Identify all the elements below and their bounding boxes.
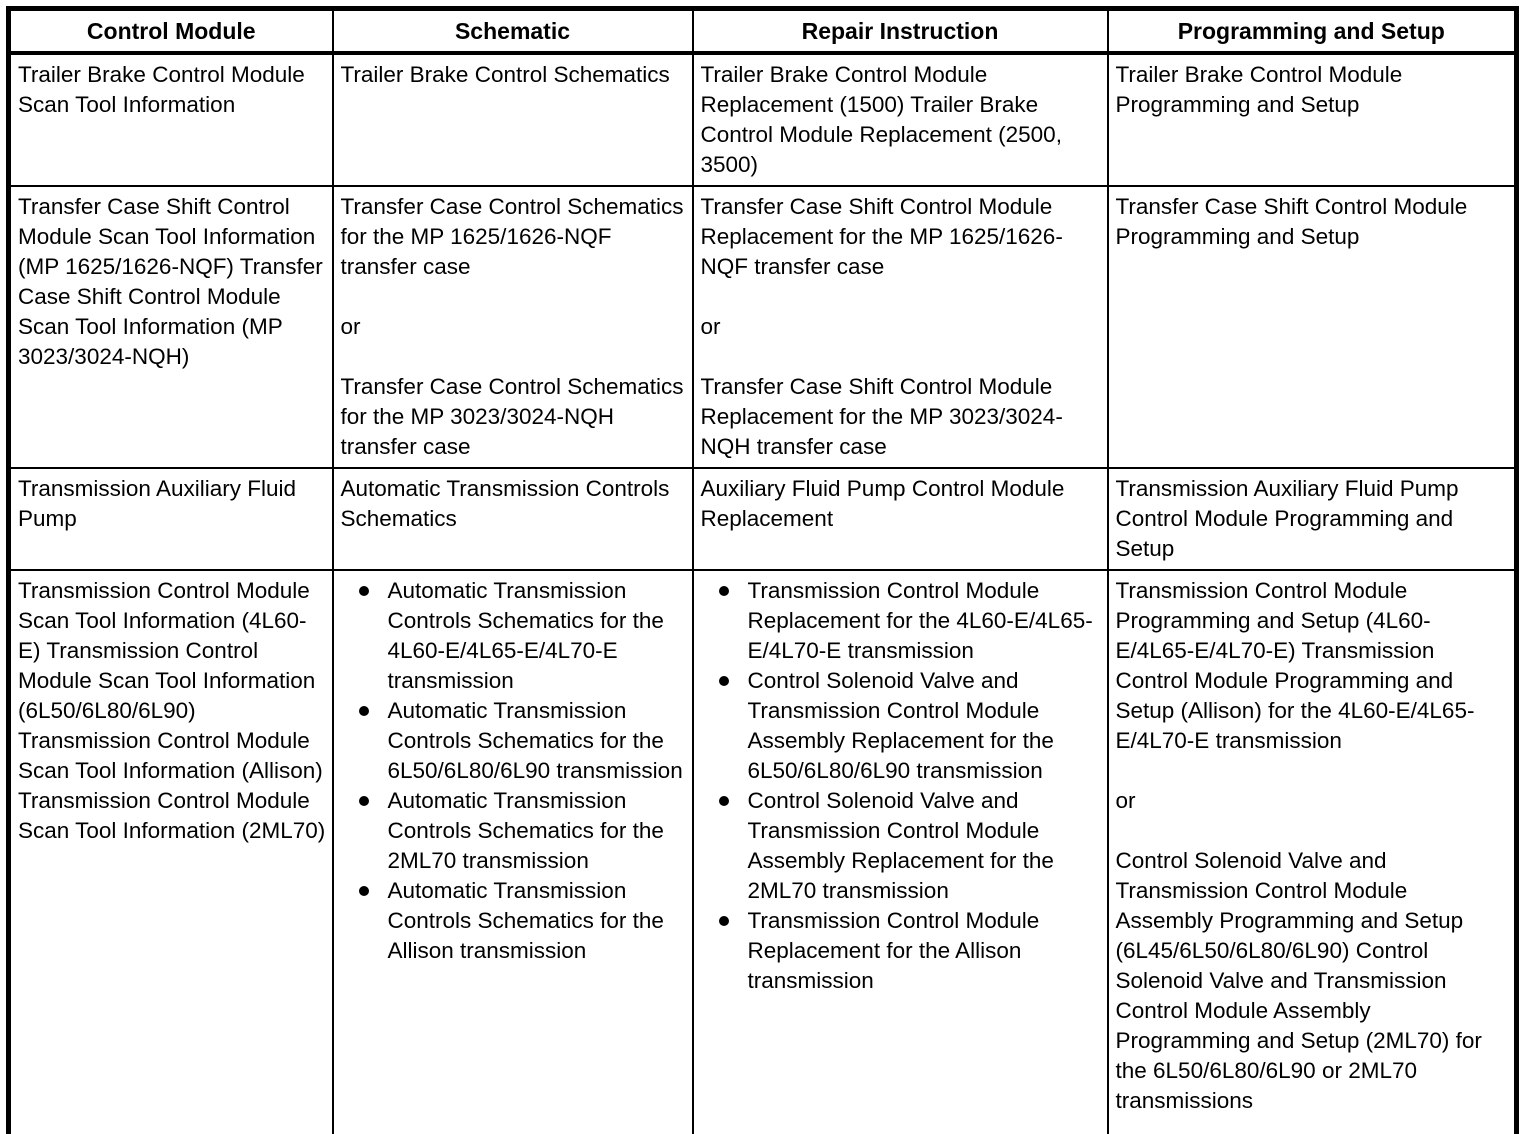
cell-paragraph: Transmission Control Module Programming … bbox=[1115, 577, 1475, 753]
control-module-table: Control Module Schematic Repair Instructio… bbox=[6, 6, 1519, 1134]
table-row: Transmission Auxiliary Fluid Pump Automat… bbox=[7, 466, 1518, 571]
table-row: Transfer Case Shift Control Module Scan … bbox=[7, 184, 1518, 469]
bullet-text: Automatic Transmission Controls Schemati… bbox=[387, 877, 664, 963]
bullet-item: Automatic Transmission Controls Schemati… bbox=[341, 786, 686, 876]
cell-paragraph: Transfer Case Shift Control Module Repla… bbox=[700, 193, 1063, 279]
bullet-item: Automatic Transmission Controls Schemati… bbox=[341, 876, 686, 966]
cell-paragraph: or bbox=[1115, 787, 1136, 813]
cell-paragraph: Trailer Brake Control Schematics bbox=[340, 61, 670, 87]
column-header-repair-instruction: Repair Instruction bbox=[691, 7, 1109, 55]
bullet-icon bbox=[718, 675, 729, 686]
table-header: Control Module Schematic Repair Instructio… bbox=[7, 7, 1518, 55]
table-cell-programming-and-setup: Transmission Control Module Programming … bbox=[1106, 568, 1518, 1134]
table-body: Trailer Brake Control Module Scan Tool I… bbox=[7, 51, 1518, 1134]
table-cell-control-module: Transfer Case Shift Control Module Scan … bbox=[7, 184, 334, 469]
cell-paragraph: Transmission Auxiliary Fluid Pump bbox=[18, 475, 296, 531]
bullet-text: Control Solenoid Valve and Transmission … bbox=[747, 787, 1054, 903]
bullet-item: Transmission Control Module Replacement … bbox=[701, 576, 1101, 666]
cell-paragraph: Transmission Auxiliary Fluid Pump Contro… bbox=[1115, 475, 1459, 561]
bullet-text: Control Solenoid Valve and Transmission … bbox=[747, 667, 1054, 783]
table-row: Transmission Control Module Scan Tool In… bbox=[7, 568, 1518, 1134]
table-cell-programming-and-setup: Transfer Case Shift Control Module Progr… bbox=[1106, 184, 1518, 469]
bullet-text: Automatic Transmission Controls Schemati… bbox=[387, 577, 664, 693]
cell-paragraph: Transfer Case Shift Control Module Progr… bbox=[1115, 193, 1468, 249]
table-cell-repair-instruction: Transfer Case Shift Control Module Repla… bbox=[691, 184, 1109, 469]
bullet-item: Transmission Control Module Replacement … bbox=[701, 906, 1101, 996]
table-cell-schematic: Automatic Transmission Controls Schemati… bbox=[331, 568, 694, 1134]
bullet-icon bbox=[358, 795, 369, 806]
bullet-icon bbox=[358, 705, 369, 716]
cell-paragraph: Auxiliary Fluid Pump Control Module Repl… bbox=[700, 475, 1065, 531]
table-cell-repair-instruction: Auxiliary Fluid Pump Control Module Repl… bbox=[691, 466, 1109, 571]
bullet-text: Transmission Control Module Replacement … bbox=[747, 577, 1093, 663]
table-cell-schematic: Transfer Case Control Schematics for the… bbox=[331, 184, 694, 469]
cell-paragraph: Transfer Case Control Schematics for the… bbox=[340, 193, 684, 279]
table-cell-schematic: Trailer Brake Control Schematics bbox=[331, 51, 694, 187]
table-cell-control-module: Transmission Auxiliary Fluid Pump bbox=[7, 466, 334, 571]
cell-paragraph: Transfer Case Shift Control Module Repla… bbox=[700, 373, 1063, 459]
bullet-text: Automatic Transmission Controls Schemati… bbox=[387, 697, 683, 783]
cell-paragraph: Control Solenoid Valve and Transmission … bbox=[1115, 847, 1482, 1113]
bullet-icon bbox=[718, 795, 729, 806]
bullet-icon bbox=[718, 915, 729, 926]
cell-paragraph: Transfer Case Control Schematics for the… bbox=[340, 373, 684, 459]
table-cell-repair-instruction: Transmission Control Module Replacement … bbox=[691, 568, 1109, 1134]
column-header-schematic: Schematic bbox=[331, 7, 694, 55]
cell-paragraph: Transfer Case Shift Control Module Scan … bbox=[18, 193, 323, 369]
bullet-item: Automatic Transmission Controls Schemati… bbox=[341, 696, 686, 786]
cell-paragraph: or bbox=[340, 313, 361, 339]
column-header-programming-and-setup: Programming and Setup bbox=[1106, 7, 1518, 55]
cell-paragraph: Trailer Brake Control Module Replacement… bbox=[700, 61, 1062, 177]
header-row: Control Module Schematic Repair Instructio… bbox=[7, 7, 1518, 55]
bullet-icon bbox=[358, 585, 369, 596]
table-cell-control-module: Trailer Brake Control Module Scan Tool I… bbox=[7, 51, 334, 187]
bullet-item: Control Solenoid Valve and Transmission … bbox=[701, 666, 1101, 786]
table-row: Trailer Brake Control Module Scan Tool I… bbox=[7, 51, 1518, 187]
cell-paragraph: or bbox=[700, 313, 721, 339]
bullet-text: Automatic Transmission Controls Schemati… bbox=[387, 787, 664, 873]
table-cell-repair-instruction: Trailer Brake Control Module Replacement… bbox=[691, 51, 1109, 187]
bullet-text: Transmission Control Module Replacement … bbox=[747, 907, 1040, 993]
bullet-item: Automatic Transmission Controls Schemati… bbox=[341, 576, 686, 696]
table-cell-control-module: Transmission Control Module Scan Tool In… bbox=[7, 568, 334, 1134]
cell-paragraph: Trailer Brake Control Module Scan Tool I… bbox=[18, 61, 305, 117]
cell-paragraph: Automatic Transmission Controls Schemati… bbox=[340, 475, 670, 531]
bullet-item: Control Solenoid Valve and Transmission … bbox=[701, 786, 1101, 906]
table-cell-schematic: Automatic Transmission Controls Schemati… bbox=[331, 466, 694, 571]
bullet-list: Transmission Control Module Replacement … bbox=[701, 576, 1101, 996]
bullet-icon bbox=[358, 885, 369, 896]
bullet-icon bbox=[718, 585, 729, 596]
bullet-list: Automatic Transmission Controls Schemati… bbox=[341, 576, 686, 966]
cell-paragraph: Transmission Control Module Scan Tool In… bbox=[18, 577, 326, 843]
column-header-control-module: Control Module bbox=[7, 7, 334, 55]
table-cell-programming-and-setup: Trailer Brake Control Module Programming… bbox=[1106, 51, 1518, 187]
cell-paragraph: Trailer Brake Control Module Programming… bbox=[1115, 61, 1403, 117]
table-cell-programming-and-setup: Transmission Auxiliary Fluid Pump Contro… bbox=[1106, 466, 1518, 571]
